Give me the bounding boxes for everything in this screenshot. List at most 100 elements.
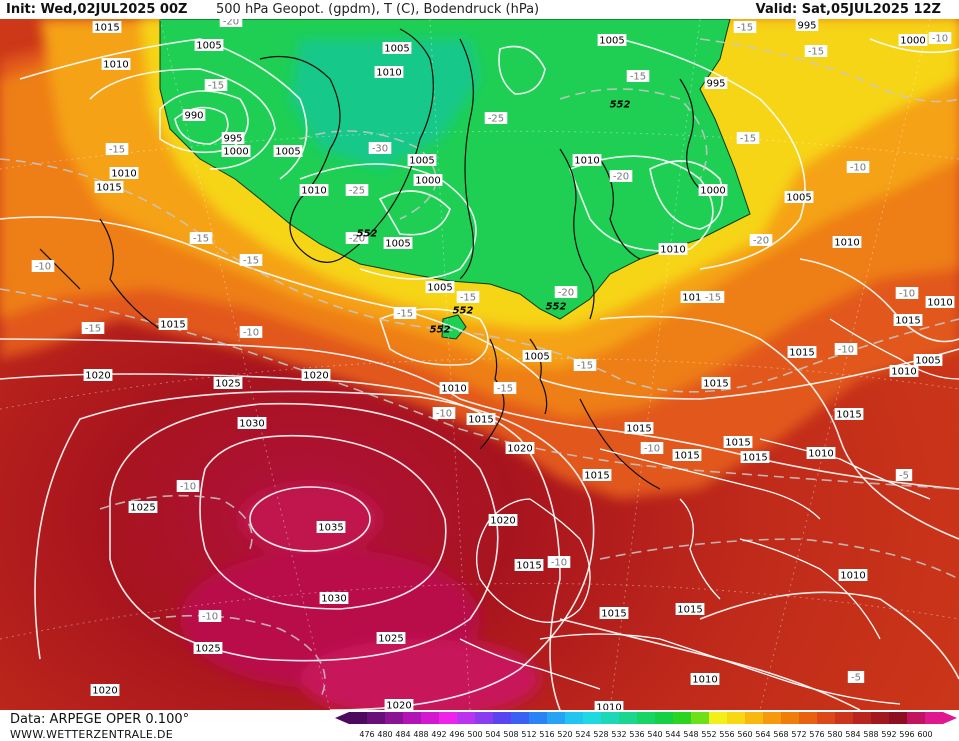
colorbar-swatch xyxy=(835,712,854,724)
temperature_labels-label: -10 xyxy=(547,556,571,569)
temperature_labels-label: -10 xyxy=(846,161,870,174)
lat-lon-grid xyxy=(0,19,959,710)
pressure_labels-label: 1015 xyxy=(624,422,654,435)
svg-text:1000: 1000 xyxy=(900,36,925,47)
svg-text:1025: 1025 xyxy=(215,379,240,390)
pressure_labels-label: 1015 xyxy=(158,318,188,331)
parameter-title: 500 hPa Geopot. (gpdm), T (C), Bodendruc… xyxy=(216,2,540,17)
svg-text:1010: 1010 xyxy=(692,675,717,686)
svg-text:1010: 1010 xyxy=(596,703,621,710)
svg-text:1015: 1015 xyxy=(725,438,750,449)
colorbar-tick-label: 576 xyxy=(809,730,824,739)
svg-text:1015: 1015 xyxy=(96,183,121,194)
colorbar-tick-label: 512 xyxy=(521,730,536,739)
svg-text:1010: 1010 xyxy=(927,298,952,309)
svg-text:-20: -20 xyxy=(753,236,769,247)
pressure_labels-label: 1005 xyxy=(913,354,943,367)
temperature_labels-label: -10 xyxy=(432,407,456,420)
colorbar-tick-label: 584 xyxy=(845,730,860,739)
colorbar-tick-label: 564 xyxy=(755,730,770,739)
svg-text:-10: -10 xyxy=(838,345,854,356)
pressure_labels-label: 1005 xyxy=(194,39,224,52)
svg-text:-10: -10 xyxy=(899,289,915,300)
svg-text:1015: 1015 xyxy=(94,23,119,34)
pressure_labels-label: 1015 xyxy=(466,413,496,426)
colorbar-tick-label: 596 xyxy=(899,730,914,739)
pressure_labels-label: 1015 xyxy=(672,449,702,462)
pressure_labels-label: 1010 xyxy=(806,447,836,460)
svg-text:1035: 1035 xyxy=(318,523,343,534)
pressure_labels-label: 1000 xyxy=(698,184,728,197)
svg-text:-15: -15 xyxy=(737,23,753,34)
svg-text:-20: -20 xyxy=(223,19,239,28)
svg-text:1015: 1015 xyxy=(895,316,920,327)
temperature_labels-label: -15 xyxy=(493,382,517,395)
svg-text:1015: 1015 xyxy=(626,424,651,435)
svg-text:1010: 1010 xyxy=(574,156,599,167)
pressure_labels-label: 1030 xyxy=(237,417,267,430)
svg-text:1005: 1005 xyxy=(384,44,409,55)
pressure_labels-label: 1025 xyxy=(376,632,406,645)
svg-text:1015: 1015 xyxy=(789,348,814,359)
svg-text:1005: 1005 xyxy=(599,36,624,47)
svg-text:1020: 1020 xyxy=(303,371,328,382)
pressure_labels-label: 1010 xyxy=(572,154,602,167)
weather-map: 1015100510101005101010059951000995990995… xyxy=(0,19,959,710)
colorbar-swatch xyxy=(763,712,782,724)
pressure_labels-label: 1005 xyxy=(522,350,552,363)
colorbar-swatch xyxy=(601,712,620,724)
colorbar-swatch xyxy=(907,712,926,724)
svg-text:-15: -15 xyxy=(193,234,209,245)
temperature_labels-label: -15 xyxy=(804,45,828,58)
temperature_labels-label: -10 xyxy=(928,32,952,45)
svg-text:1015: 1015 xyxy=(516,561,541,572)
init-time: Init: Wed,02JUL2025 00Z xyxy=(6,2,188,17)
svg-text:1000: 1000 xyxy=(223,147,248,158)
svg-text:-20: -20 xyxy=(349,234,365,245)
pressure_labels-label: 1010 xyxy=(925,296,955,309)
colorbar-swatch xyxy=(403,712,422,724)
pressure_labels-label: 1000 xyxy=(221,145,251,158)
valid-time: Valid: Sat,05JUL2025 12Z xyxy=(755,2,941,17)
temperature_labels-label: -15 xyxy=(189,232,213,245)
svg-text:552: 552 xyxy=(610,100,631,111)
pressure_labels-label: 1020 xyxy=(505,442,535,455)
colorbar-tick-label: 504 xyxy=(485,730,500,739)
svg-text:1005: 1005 xyxy=(275,147,300,158)
colorbar-swatch xyxy=(781,712,800,724)
temperature_labels-label: -15 xyxy=(456,291,480,304)
temperature_labels-label: -20 xyxy=(749,234,773,247)
pressure_labels-label: 1025 xyxy=(213,377,243,390)
svg-text:1010: 1010 xyxy=(840,571,865,582)
pressure_labels-label: 1005 xyxy=(383,237,413,250)
temperature_labels-label: -15 xyxy=(393,307,417,320)
temperature_labels-label: -15 xyxy=(105,143,129,156)
pressure_labels-label: 1000 xyxy=(413,174,443,187)
svg-text:-15: -15 xyxy=(808,47,824,58)
svg-text:1010: 1010 xyxy=(376,68,401,79)
svg-text:-25: -25 xyxy=(349,186,365,197)
pressure_labels-label: 1015 xyxy=(92,21,122,34)
svg-text:995: 995 xyxy=(797,21,816,32)
temperature_labels-label: -10 xyxy=(640,442,664,455)
pressure_labels-label: 1020 xyxy=(90,684,120,697)
pressure_labels-label: 1015 xyxy=(701,377,731,390)
pressure_labels-label: 1010 xyxy=(299,184,329,197)
colorbar-swatch xyxy=(853,712,872,724)
colorbar-swatch xyxy=(745,712,764,724)
colorbar-swatch xyxy=(385,712,404,724)
svg-text:-5: -5 xyxy=(899,471,909,482)
temperature-labels: -20 -15 -15 -10 -15 -15 -25 -15 -15 -30 -10 -25 -20 -… xyxy=(31,19,952,684)
pressure_labels-label: 995 xyxy=(221,132,245,145)
svg-text:-10: -10 xyxy=(35,262,51,273)
temperature_labels-label: -15 xyxy=(701,291,725,304)
svg-text:1010: 1010 xyxy=(111,169,136,180)
pressure_labels-label: 1010 xyxy=(832,236,862,249)
pressure_labels-label: 995 xyxy=(795,19,819,32)
temperature_labels-label: -10 xyxy=(31,260,55,273)
svg-text:-15: -15 xyxy=(85,324,101,335)
pressure_labels-label: 995 xyxy=(704,77,728,90)
svg-text:1015: 1015 xyxy=(682,293,707,304)
colorbar-arrow-right xyxy=(943,712,957,724)
colorbar-tick-label: 520 xyxy=(557,730,572,739)
